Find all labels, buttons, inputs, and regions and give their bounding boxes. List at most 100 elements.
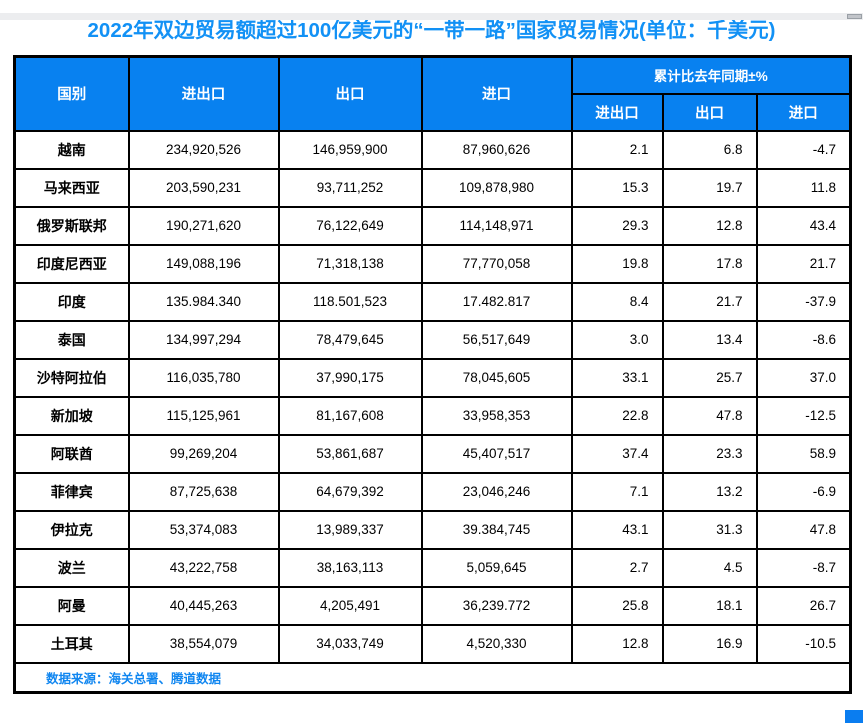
cell-country: 波兰 <box>13 547 130 588</box>
cell-yoy-import: -37.9 <box>755 281 852 322</box>
cell-yoy-total: 12.8 <box>570 623 664 664</box>
cell-yoy-import: 11.8 <box>755 167 852 208</box>
table-row: 沙特阿拉伯 116,035,780 37,990,175 78,045,605 33.1… <box>13 357 852 398</box>
cell-yoy-total: 15.3 <box>570 167 664 208</box>
cell-country: 新加坡 <box>13 395 130 436</box>
cell-total: 149,088,196 <box>127 243 280 284</box>
cell-yoy-export: 4.5 <box>661 547 758 588</box>
cell-export: 81,167,608 <box>277 395 423 436</box>
cell-export: 13,989,337 <box>277 509 423 550</box>
cell-yoy-import: 58.9 <box>755 433 852 474</box>
cell-yoy-total: 43.1 <box>570 509 664 550</box>
cell-export: 118.501,523 <box>277 281 423 322</box>
cell-yoy-total: 22.8 <box>570 395 664 436</box>
cell-total: 116,035,780 <box>127 357 280 398</box>
cell-import: 33,958,353 <box>420 395 573 436</box>
header-total: 进出口 <box>127 55 280 132</box>
cell-country: 越南 <box>13 129 130 170</box>
cell-yoy-import: 26.7 <box>755 585 852 626</box>
header-import: 进口 <box>420 55 573 132</box>
cell-country: 印度 <box>13 281 130 322</box>
cell-yoy-export: 16.9 <box>661 623 758 664</box>
cell-export: 93,711,252 <box>277 167 423 208</box>
page-title: 2022年双边贸易额超过100亿美元的“一带一路”国家贸易情况(单位：千美元) <box>87 19 776 42</box>
cell-yoy-export: 25.7 <box>661 357 758 398</box>
table-row: 土耳其 38,554,079 34,033,749 4,520,330 12.8 16.9… <box>13 623 852 664</box>
cell-country: 俄罗斯联邦 <box>13 205 130 246</box>
cell-yoy-import: 47.8 <box>755 509 852 550</box>
cell-yoy-import: -8.6 <box>755 319 852 360</box>
header-yoy-import: 进口 <box>755 92 852 132</box>
cell-yoy-export: 12.8 <box>661 205 758 246</box>
table-row: 泰国 134,997,294 78,479,645 56,517,649 3.0 13.4… <box>13 319 852 360</box>
horizontal-scrollbar-track[interactable] <box>0 13 863 20</box>
cell-yoy-import: -4.7 <box>755 129 852 170</box>
header-yoy-total: 进出口 <box>570 92 664 132</box>
table-row: 阿联酋 99,269,204 53,861,687 45,407,517 37.4 23.… <box>13 433 852 474</box>
cell-yoy-total: 29.3 <box>570 205 664 246</box>
cell-total: 134,997,294 <box>127 319 280 360</box>
cell-yoy-export: 19.7 <box>661 167 758 208</box>
cell-yoy-import: -12.5 <box>755 395 852 436</box>
cell-import: 77,770,058 <box>420 243 573 284</box>
cell-total: 135.984.340 <box>127 281 280 322</box>
cell-export: 78,479,645 <box>277 319 423 360</box>
cell-import: 39.384,745 <box>420 509 573 550</box>
table-row: 印度尼西亚 149,088,196 71,318,138 77,770,058 19.8… <box>13 243 852 284</box>
table-row: 伊拉克 53,374,083 13,989,337 39.384,745 43.1 31.… <box>13 509 852 550</box>
cell-total: 99,269,204 <box>127 433 280 474</box>
cell-yoy-total: 8.4 <box>570 281 664 322</box>
cell-total: 234,920,526 <box>127 129 280 170</box>
cell-yoy-import: -8.7 <box>755 547 852 588</box>
table-body: 越南 234,920,526 146,959,900 87,960,626 2.1 6.8… <box>13 129 852 664</box>
cell-yoy-export: 13.2 <box>661 471 758 512</box>
table-row: 越南 234,920,526 146,959,900 87,960,626 2.1 6.8… <box>13 129 852 170</box>
cell-export: 71,318,138 <box>277 243 423 284</box>
cell-total: 53,374,083 <box>127 509 280 550</box>
cell-export: 37,990,175 <box>277 357 423 398</box>
source-note: 数据来源：海关总署、腾道数据 <box>13 661 852 694</box>
cell-yoy-export: 6.8 <box>661 129 758 170</box>
cell-yoy-total: 2.7 <box>570 547 664 588</box>
cell-export: 34,033,749 <box>277 623 423 664</box>
cell-import: 45,407,517 <box>420 433 573 474</box>
cell-country: 印度尼西亚 <box>13 243 130 284</box>
cell-yoy-import: 21.7 <box>755 243 852 284</box>
header-export: 出口 <box>277 55 423 132</box>
cell-yoy-export: 13.4 <box>661 319 758 360</box>
cell-import: 23,046,246 <box>420 471 573 512</box>
horizontal-scrollbar-thumb[interactable] <box>847 14 862 19</box>
corner-blue-patch <box>845 710 863 723</box>
cell-total: 203,590,231 <box>127 167 280 208</box>
cell-import: 78,045,605 <box>420 357 573 398</box>
cell-yoy-export: 31.3 <box>661 509 758 550</box>
cell-yoy-export: 21.7 <box>661 281 758 322</box>
table-row: 新加坡 115,125,961 81,167,608 33,958,353 22.8 47… <box>13 395 852 436</box>
cell-yoy-export: 18.1 <box>661 585 758 626</box>
cell-total: 40,445,263 <box>127 585 280 626</box>
cell-total: 38,554,079 <box>127 623 280 664</box>
cell-total: 190,271,620 <box>127 205 280 246</box>
cell-export: 38,163,113 <box>277 547 423 588</box>
cell-yoy-total: 2.1 <box>570 129 664 170</box>
cell-yoy-import: -6.9 <box>755 471 852 512</box>
cell-yoy-import: 43.4 <box>755 205 852 246</box>
table-header: 国别 进出口 出口 进口 累计比去年同期±% 进出口 出口 进口 <box>13 55 852 132</box>
cell-country: 伊拉克 <box>13 509 130 550</box>
cell-yoy-export: 17.8 <box>661 243 758 284</box>
cell-yoy-import: 37.0 <box>755 357 852 398</box>
cell-yoy-export: 47.8 <box>661 395 758 436</box>
table-row: 马来西亚 203,590,231 93,711,252 109,878,980 15.3… <box>13 167 852 208</box>
cell-yoy-export: 23.3 <box>661 433 758 474</box>
cell-yoy-total: 25.8 <box>570 585 664 626</box>
cell-yoy-total: 37.4 <box>570 433 664 474</box>
table-row: 俄罗斯联邦 190,271,620 76,122,649 114,148,971 29.… <box>13 205 852 246</box>
cell-country: 沙特阿拉伯 <box>13 357 130 398</box>
cell-export: 53,861,687 <box>277 433 423 474</box>
header-yoy-export: 出口 <box>661 92 758 132</box>
cell-import: 56,517,649 <box>420 319 573 360</box>
cell-country: 泰国 <box>13 319 130 360</box>
cell-country: 阿曼 <box>13 585 130 626</box>
header-yoy-group: 累计比去年同期±% <box>570 55 852 95</box>
cell-total: 87,725,638 <box>127 471 280 512</box>
